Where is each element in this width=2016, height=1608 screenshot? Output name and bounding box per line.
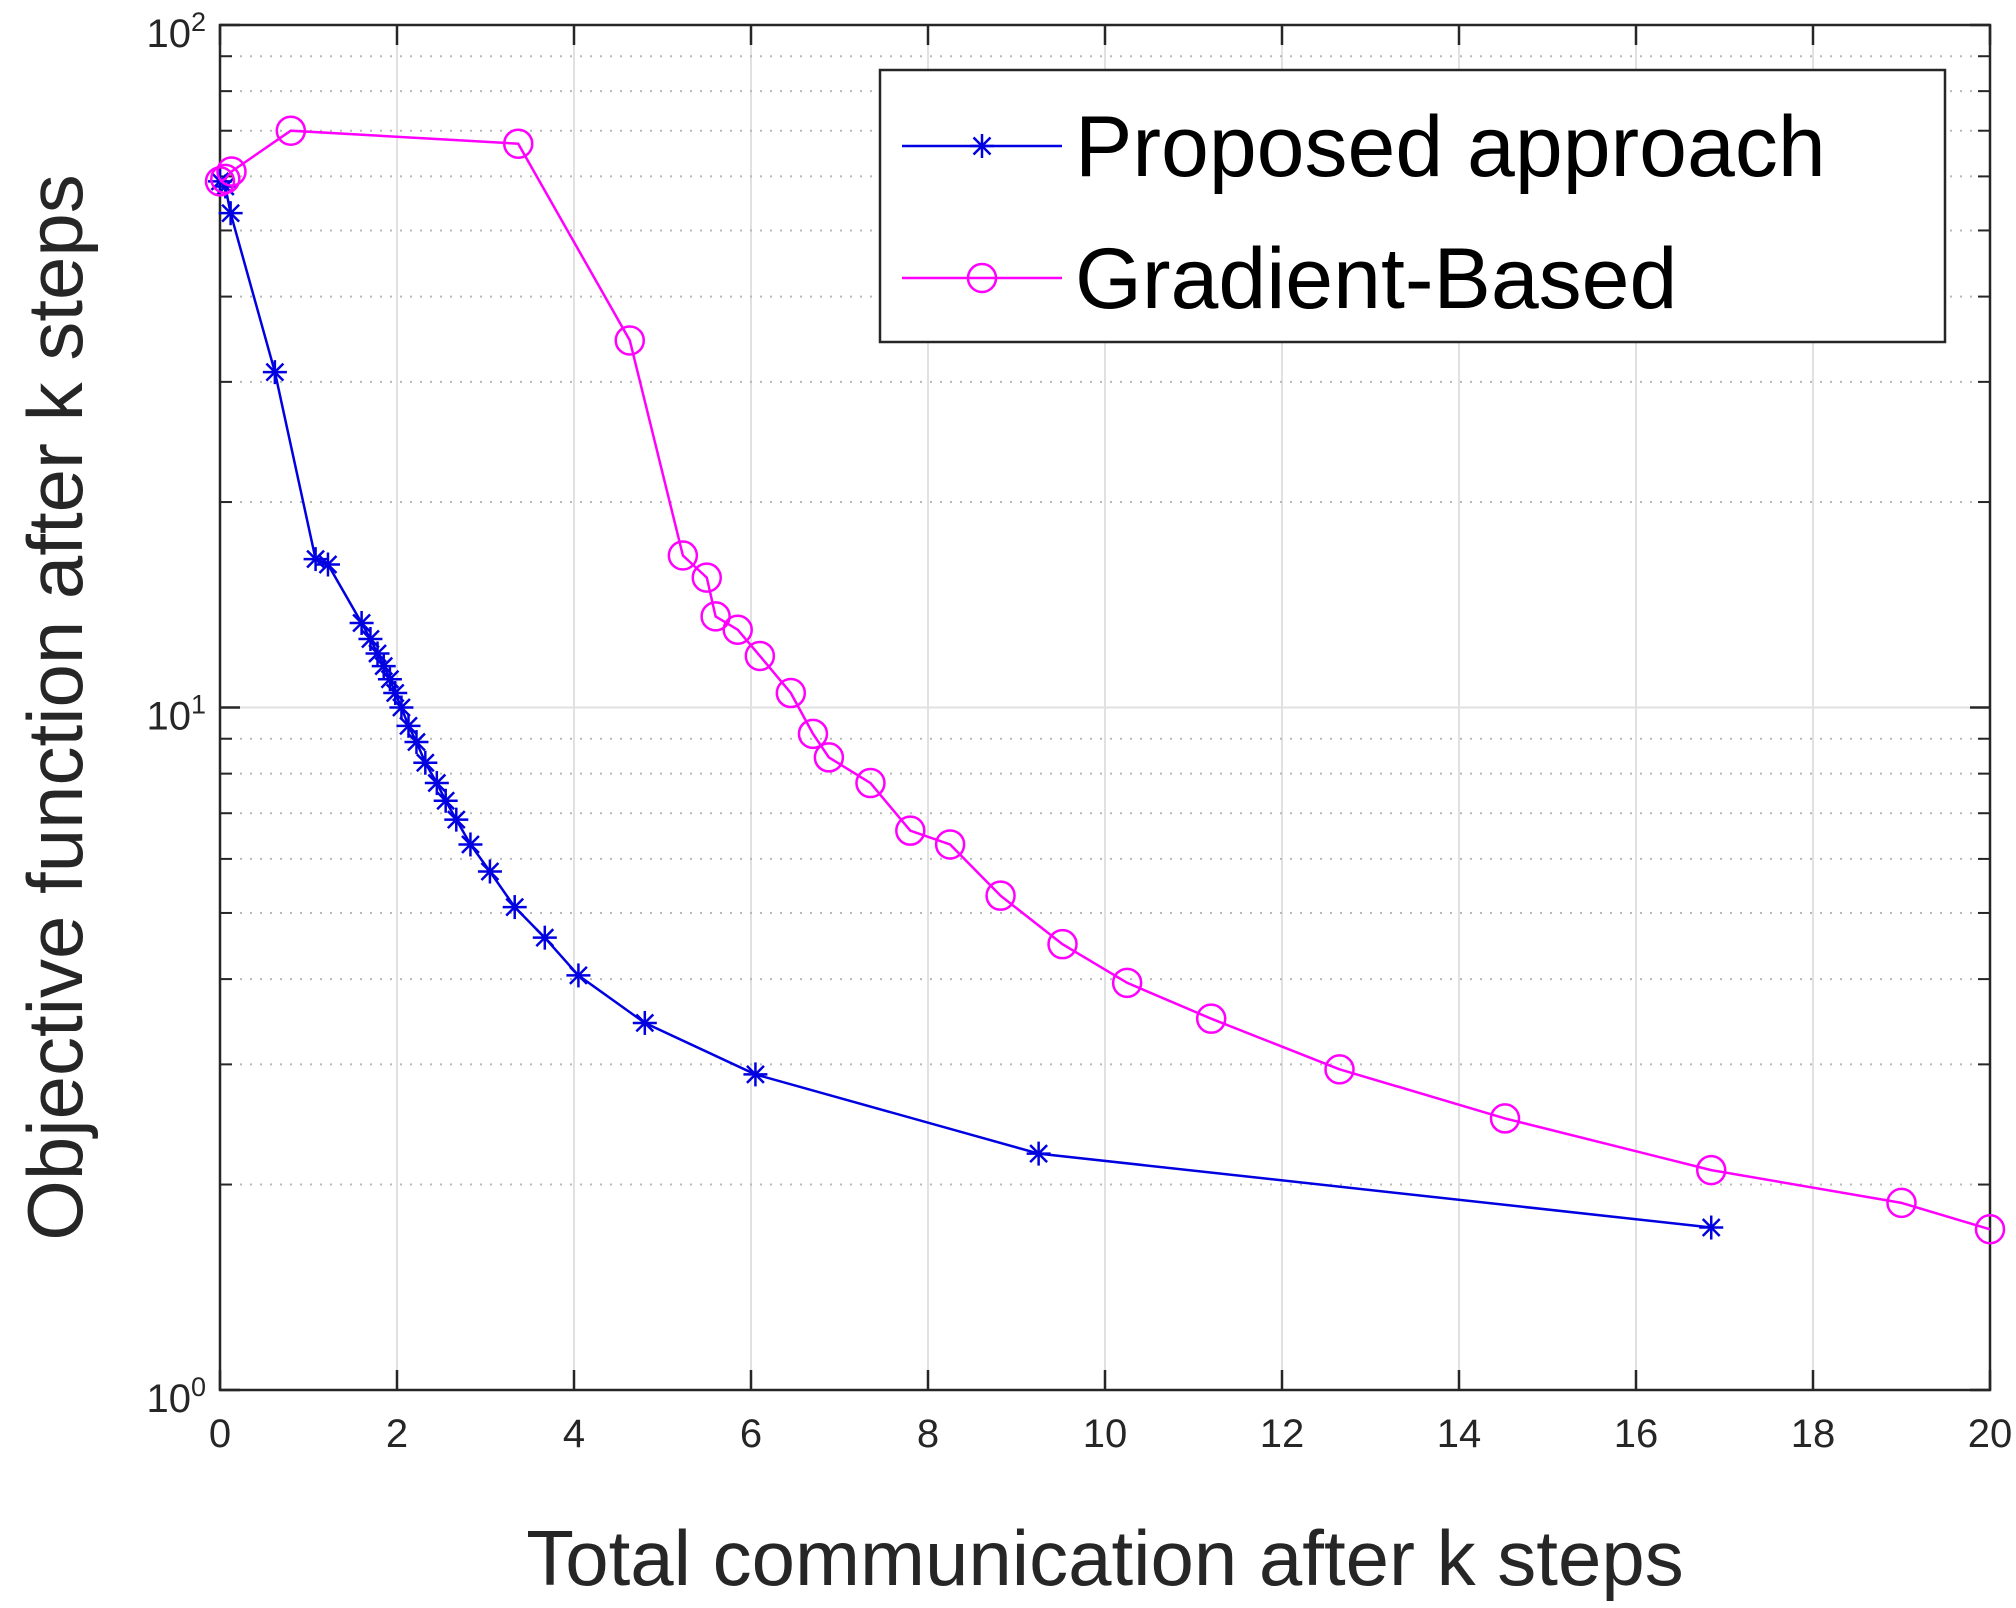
y-axis-label: Objective function after k steps [11,174,99,1241]
x-tick-label: 16 [1614,1412,1659,1456]
data-point-proposed-approach [389,695,414,720]
axis-ticks: 0 2 4 6 8 10 12 14 16 18 20 100 101 102 [146,7,2012,1456]
data-point-gradient-based [216,156,247,187]
data-point-gradient-based [1111,967,1143,999]
data-point-gradient-based [985,880,1016,911]
data-point-proposed-approach [433,788,458,813]
x-tick-label: 12 [1260,1412,1305,1456]
x-tick-label: 8 [917,1412,939,1456]
data-point-gradient-based [667,540,699,571]
data-point-proposed-approach [315,552,340,577]
data-point-proposed-approach [413,750,438,775]
data-point-gradient-based [797,718,829,750]
data-point-gradient-based [204,166,236,197]
legend-swatch-marker [970,134,994,158]
data-point-proposed-approach [218,201,243,226]
series-gradient-based [204,115,2006,1245]
x-tick-label: 4 [563,1412,585,1456]
data-point-proposed-approach [532,925,557,950]
legend-box [878,68,1947,344]
data-point-proposed-approach [262,360,287,385]
x-tick-label: 2 [386,1412,408,1456]
data-point-gradient-based [1324,1054,1355,1085]
data-point-proposed-approach [444,807,469,832]
data-point-proposed-approach [458,832,483,857]
series-line-proposed-approach [219,180,1712,1229]
data-point-proposed-approach [502,895,527,920]
legend-label: Gradient-Based [1075,231,1677,327]
data-point-gradient-based [502,128,534,159]
data-point-gradient-based [934,829,966,860]
x-tick-label: 20 [1968,1412,2013,1456]
data-point-gradient-based [1695,1154,1727,1186]
data-point-gradient-based [1489,1103,1521,1134]
x-tick-label: 14 [1437,1412,1482,1456]
data-point-gradient-based [744,640,776,672]
data-point-gradient-based [1195,1003,1227,1034]
legend: Proposed approach Gradient-Based [878,68,1947,344]
legend-label: Proposed approach [1075,99,1826,195]
data-point-gradient-based [700,601,731,632]
y-tick-label: 102 [146,7,206,56]
data-point-gradient-based [210,163,241,195]
data-point-gradient-based [275,115,307,146]
data-point-gradient-based [691,562,722,593]
data-point-proposed-approach [632,1010,657,1035]
data-point-gradient-based [1886,1187,1917,1219]
data-point-proposed-approach [404,730,429,755]
x-axis-label: Total communication after k steps [526,1514,1684,1602]
data-point-gradient-based [775,677,807,709]
data-point-gradient-based [614,325,646,356]
data-point-proposed-approach [566,963,591,988]
data-point-proposed-approach [1699,1215,1724,1240]
y-tick-label: 100 [146,1372,206,1421]
data-point-gradient-based [722,614,753,645]
data-point-gradient-based [1047,928,1078,960]
x-tick-label: 18 [1791,1412,1836,1456]
data-point-proposed-approach [365,641,390,666]
series-layer [204,115,2006,1245]
data-point-gradient-based [813,742,845,773]
data-point-gradient-based [855,767,886,799]
legend-swatch-marker [966,262,998,294]
data-point-proposed-approach [1026,1141,1051,1166]
x-tick-label: 6 [740,1412,762,1456]
legend-entry-gradient-based: Gradient-Based [902,231,1677,327]
data-point-gradient-based [895,815,926,846]
data-point-proposed-approach [424,771,449,796]
data-point-proposed-approach [477,859,502,884]
x-tick-label: 10 [1083,1412,1128,1456]
data-point-gradient-based [1974,1214,2006,1245]
x-tick-label: 0 [209,1412,231,1456]
y-tick-label: 101 [146,690,206,739]
data-point-proposed-approach [743,1062,768,1087]
legend-entry-proposed-approach: Proposed approach [902,99,1826,195]
